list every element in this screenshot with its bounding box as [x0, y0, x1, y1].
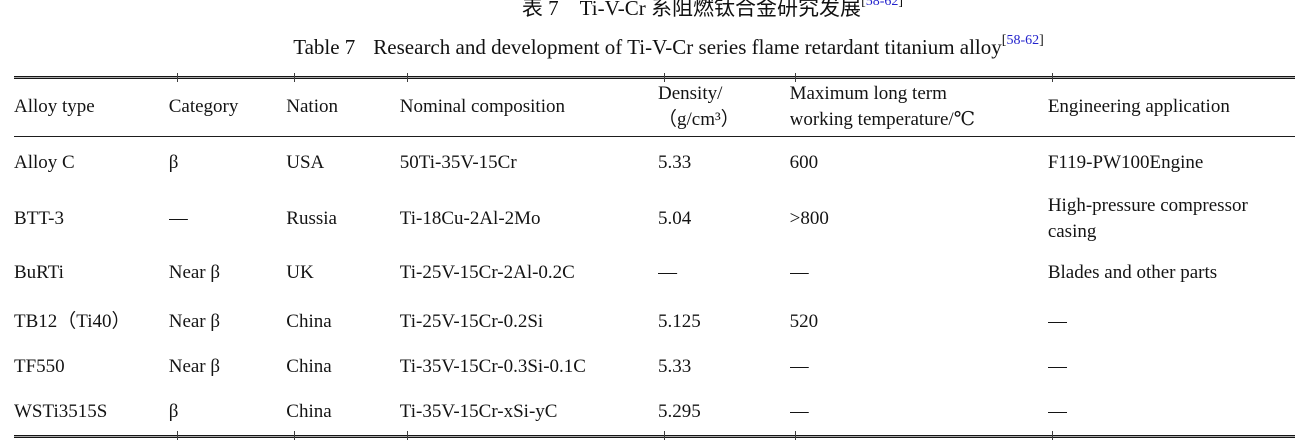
cell-alloy-type: TB12（Ti40） [14, 310, 131, 332]
citation-numbers: 58-62 [1006, 33, 1040, 48]
cell-category: Near β [168, 262, 221, 283]
cell-category: Near β [168, 355, 221, 377]
cell-max-temperature: — [789, 262, 809, 283]
header-row: Alloy type Category Nation Nominal compo… [14, 79, 1295, 136]
cell-max-temperature: 600 [789, 152, 819, 174]
cell-composition: Ti-18Cu-2Al-2Mo [399, 207, 541, 229]
cell-composition: Ti-25V-15Cr-0.2Si [399, 310, 544, 332]
cell-max-temperature: — [789, 401, 809, 422]
cell-application: Blades and other parts [1047, 262, 1218, 283]
column-boundary-tick [1052, 431, 1053, 440]
cell-max-temperature: 520 [789, 310, 819, 332]
cell-application: High-pressure compressor casing [1047, 194, 1248, 242]
cell-alloy-type: BTT-3 [14, 207, 64, 229]
data-table: Alloy type Category Nation Nominal compo… [14, 73, 1295, 440]
table-title-english: Table 7 Research and development of Ti-V-… [14, 34, 1309, 61]
cell-application: — [1047, 355, 1067, 377]
cell-density: 5.295 [658, 401, 701, 422]
column-boundary-tick [795, 73, 796, 82]
cell-nation: USA [286, 152, 325, 174]
table-row-btt-3: BTT-3 — Russia Ti-18Cu-2Al-2Mo 5.04 >800… [14, 190, 1295, 247]
cell-category: β [168, 152, 179, 174]
cell-nation: China [286, 310, 332, 332]
cell-nation: China [286, 401, 332, 422]
citation-superscript-zh: [58-62] [861, 0, 903, 9]
column-boundary-tick [1052, 73, 1053, 82]
cell-composition: Ti-35V-15Cr-xSi-yC [399, 401, 558, 422]
col-header-nominal-composition: Nominal composition [399, 96, 565, 118]
cell-alloy-type: WSTi3515S [14, 401, 108, 422]
citation-numbers: 58-62 [865, 0, 899, 9]
table-top-rule [14, 76, 1295, 79]
table-title-chinese: 表 7 Ti-V-Cr 系阻燃钛合金研究发展[58-62] [58, 0, 1309, 21]
citation-superscript-en: [58-62] [1001, 33, 1044, 48]
cell-nation: China [286, 355, 332, 377]
cell-nation: Russia [286, 207, 337, 229]
col-header-category: Category [168, 96, 239, 118]
table-title-english-text: Research and development of Ti-V-Cr seri… [373, 35, 1002, 59]
table-bottom-rule [14, 435, 1295, 438]
alloy-table: Alloy type Category Nation Nominal compo… [14, 79, 1295, 435]
cell-application: — [1047, 401, 1067, 422]
column-boundary-tick [664, 73, 665, 82]
cell-alloy-type: BuRTi [14, 262, 64, 283]
col-header-density: Density/（g/cm³） [658, 83, 740, 131]
cell-nation: UK [286, 262, 314, 283]
column-boundary-tick [177, 431, 178, 440]
cell-density: 5.125 [658, 310, 701, 332]
cell-density: — [658, 262, 677, 283]
column-boundary-tick [407, 73, 408, 82]
cell-composition: Ti-25V-15Cr-2Al-0.2C [399, 262, 575, 283]
cell-density: 5.04 [658, 207, 692, 229]
column-boundary-tick [177, 73, 178, 82]
cell-density: 5.33 [658, 152, 692, 174]
cell-composition: 50Ti-35V-15Cr [399, 152, 517, 174]
cell-application: — [1047, 310, 1067, 332]
table-row-burti: BuRTi Near β UK Ti-25V-15Cr-2Al-0.2C — —… [14, 247, 1295, 299]
cell-category: β [168, 401, 179, 422]
col-header-alloy-type: Alloy type [14, 96, 95, 118]
cell-category: — [168, 207, 188, 229]
cell-density: 5.33 [658, 355, 692, 377]
column-boundary-tick [294, 431, 295, 440]
column-boundary-tick [294, 73, 295, 82]
cell-application: F119-PW100Engine [1047, 152, 1204, 174]
cell-max-temperature: >800 [789, 207, 829, 229]
table-number-label: Table 7 [293, 35, 356, 59]
cell-category: Near β [168, 310, 221, 332]
table-row-tb12-ti40: TB12（Ti40） Near β China Ti-25V-15Cr-0.2S… [14, 299, 1295, 344]
table-row-wsti3515s: WSTi3515S β China Ti-35V-15Cr-xSi-yC 5.2… [14, 389, 1295, 435]
column-boundary-tick [664, 431, 665, 440]
col-header-max-working-temperature: Maximum long term working temperature/℃ [789, 83, 975, 131]
cell-alloy-type: TF550 [14, 355, 65, 377]
column-boundary-tick [795, 431, 796, 440]
cell-alloy-type: Alloy C [14, 152, 75, 174]
col-header-engineering-application: Engineering application [1047, 96, 1230, 118]
table-row-alloy-c: Alloy C β USA 50Ti-35V-15Cr 5.33 600 F11… [14, 136, 1295, 190]
col-header-nation: Nation [286, 96, 338, 118]
table-row-tf550: TF550 Near β China Ti-35V-15Cr-0.3Si-0.1… [14, 344, 1295, 389]
cell-max-temperature: — [789, 355, 809, 377]
column-boundary-tick [407, 431, 408, 440]
cell-composition: Ti-35V-15Cr-0.3Si-0.1C [399, 355, 586, 377]
table-title-chinese-text: 表 7 Ti-V-Cr 系阻燃钛合金研究发展 [521, 0, 862, 20]
